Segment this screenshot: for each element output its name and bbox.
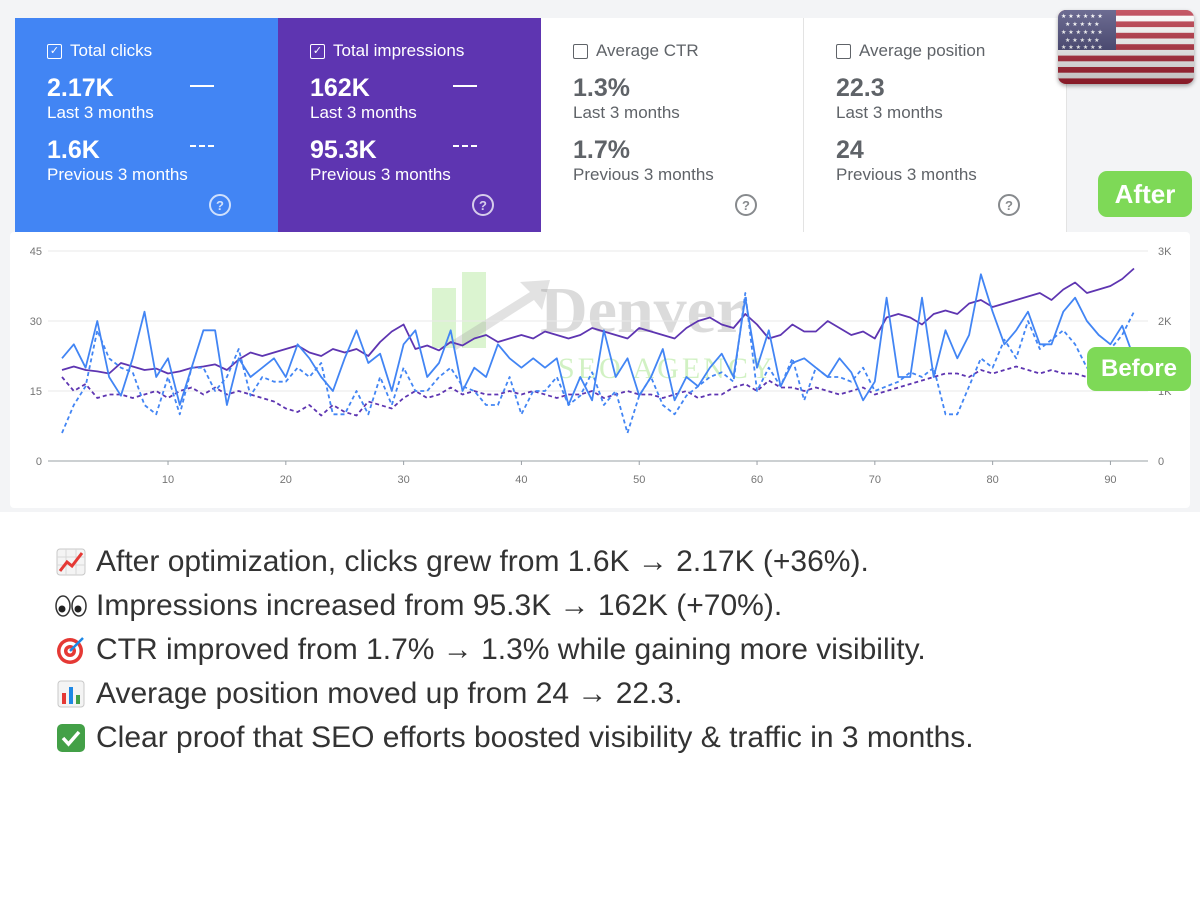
list-item: Average position moved up from 24 → 22.3…: [55, 672, 1175, 716]
card-label: Average position: [859, 41, 986, 60]
list-item-text: After optimization, clicks grew from 1.6…: [96, 545, 869, 578]
x-axis-tick-label: 70: [869, 474, 881, 486]
checkbox-icon[interactable]: ✓: [47, 43, 62, 59]
list-item: After optimization, clicks grew from 1.6…: [55, 540, 1175, 584]
card-prev-period: Previous 3 months: [836, 165, 977, 184]
list-item-text: Average position moved up from 24 → 22.3…: [96, 677, 683, 710]
watermark-title: Denver: [540, 274, 745, 347]
check-mark-icon: [55, 724, 87, 752]
help-icon[interactable]: ?: [735, 194, 757, 216]
list-item-text: Clear proof that SEO efforts boosted vis…: [96, 721, 974, 754]
right-axis-tick-label: 2K: [1158, 316, 1172, 328]
x-axis-tick-label: 30: [398, 474, 410, 486]
card-total-clicks[interactable]: ✓ Total clicks 2.17K Last 3 months 1.6K …: [15, 18, 278, 232]
card-value: 22.3: [836, 74, 885, 102]
list-item-text: Impressions increased from 95.3K → 162K …: [96, 589, 783, 622]
card-value: 1.3%: [573, 74, 630, 102]
performance-chart: Denver SEO AGENCY 0 15 30 45 0 1K 2K 3K 10 20 30 40 50…: [10, 232, 1190, 508]
card-header: Average CTR: [573, 40, 803, 62]
card-prev-period: Previous 3 months: [573, 165, 714, 184]
left-axis-tick-label: 15: [30, 386, 42, 398]
card-average-position[interactable]: Average position 22.3 Last 3 months 24 P…: [804, 18, 1067, 232]
card-prev-period: Previous 3 months: [47, 165, 188, 184]
checkbox-icon[interactable]: [573, 43, 588, 59]
card-period: Last 3 months: [47, 103, 154, 122]
left-axis-tick-label: 0: [36, 456, 42, 468]
solid-line-legend-icon: [190, 85, 214, 87]
x-axis-tick-label: 20: [280, 474, 292, 486]
metric-cards: ✓ Total clicks 2.17K Last 3 months 1.6K …: [15, 18, 1068, 232]
card-prev-period: Previous 3 months: [310, 165, 451, 184]
summary-list: After optimization, clicks grew from 1.6…: [55, 540, 1175, 760]
solid-line-legend-icon: [453, 85, 477, 87]
card-average-ctr[interactable]: Average CTR 1.3% Last 3 months 1.7% Prev…: [541, 18, 804, 232]
card-header: Average position: [836, 40, 1066, 62]
x-axis-tick-label: 60: [751, 474, 763, 486]
help-icon[interactable]: ?: [998, 194, 1020, 216]
card-header: ✓ Total impressions: [310, 40, 541, 62]
card-value: 2.17K: [47, 74, 114, 102]
left-axis-tick-label: 45: [30, 246, 42, 258]
watermark-logo-icon: [450, 280, 550, 350]
card-header: ✓ Total clicks: [47, 40, 278, 62]
dashed-line-legend-icon: [190, 145, 214, 147]
bar-chart-icon: [55, 680, 87, 708]
card-total-impressions[interactable]: ✓ Total impressions 162K Last 3 months 9…: [278, 18, 541, 232]
card-label: Average CTR: [596, 41, 699, 60]
series-line-impressions-dashed: [61, 365, 1134, 417]
x-axis-tick-label: 10: [162, 474, 174, 486]
card-prev-value: 24: [836, 136, 864, 164]
help-icon[interactable]: ?: [472, 194, 494, 216]
series-line-impressions-solid: [61, 267, 1135, 375]
card-period: Last 3 months: [573, 103, 680, 122]
right-axis-tick-label: 0: [1158, 456, 1164, 468]
card-prev-value: 1.6K: [47, 136, 100, 164]
list-item-text: CTR improved from 1.7% → 1.3% while gain…: [96, 633, 926, 666]
list-item: CTR improved from 1.7% → 1.3% while gain…: [55, 628, 1175, 672]
card-label: Total clicks: [70, 41, 153, 60]
list-item: Impressions increased from 95.3K → 162K …: [55, 584, 1175, 628]
card-period: Last 3 months: [310, 103, 417, 122]
checkbox-icon[interactable]: [836, 43, 851, 59]
card-period: Last 3 months: [836, 103, 943, 122]
x-axis-tick-label: 50: [633, 474, 645, 486]
chart-up-icon: [55, 548, 87, 576]
us-flag-icon: ★ ★ ★ ★ ★ ★ ★ ★ ★ ★ ★ ★ ★ ★ ★ ★ ★ ★ ★ ★ ★ …: [1058, 10, 1194, 84]
series-line-clicks-solid: [61, 273, 1135, 406]
card-prev-value: 95.3K: [310, 136, 377, 164]
before-label: Before: [1087, 347, 1191, 391]
after-label: After: [1098, 171, 1192, 217]
x-axis-tick-label: 80: [987, 474, 999, 486]
x-axis-tick-label: 90: [1104, 474, 1116, 486]
list-item: Clear proof that SEO efforts boosted vis…: [55, 716, 1175, 760]
x-axis-tick-label: 40: [515, 474, 527, 486]
left-axis-tick-label: 30: [30, 316, 42, 328]
eyes-icon: [55, 592, 87, 620]
card-value: 162K: [310, 74, 370, 102]
checkbox-icon[interactable]: ✓: [310, 43, 325, 59]
help-icon[interactable]: ?: [209, 194, 231, 216]
dashed-line-legend-icon: [453, 145, 477, 147]
right-axis-tick-label: 3K: [1158, 246, 1172, 258]
card-label: Total impressions: [333, 41, 465, 60]
target-icon: [55, 636, 87, 664]
card-prev-value: 1.7%: [573, 136, 630, 164]
